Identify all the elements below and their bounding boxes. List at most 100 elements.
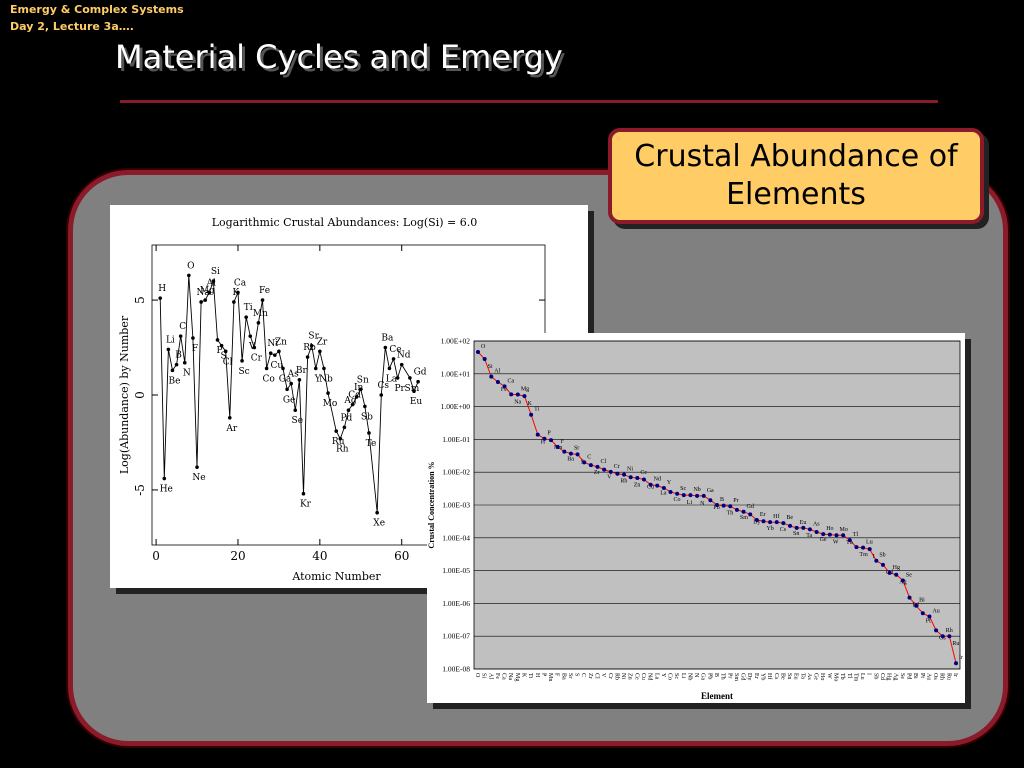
callout: Crustal Abundance of Elements: [608, 128, 984, 224]
x-tick-label: Sb: [872, 673, 878, 679]
data-point: [309, 343, 314, 348]
y-tick-label: 1.00E-07: [442, 632, 470, 641]
data-point: [821, 532, 826, 537]
data-point: [395, 376, 400, 380]
data-point: [668, 489, 673, 494]
x-tick-label: Ho: [819, 673, 825, 680]
x-tick-label: Ag: [892, 673, 898, 680]
data-point: [367, 431, 371, 435]
data-point: [522, 394, 527, 399]
x-tick-label: Cl: [594, 673, 600, 679]
point-label: Yb: [766, 526, 773, 532]
data-point: [248, 334, 253, 338]
x-tick-label: Zr: [587, 673, 593, 679]
point-label: Ru: [332, 437, 345, 447]
data-point: [495, 379, 500, 384]
data-point: [268, 351, 273, 356]
x-tick-label: 40: [312, 549, 327, 563]
data-point: [515, 392, 520, 397]
point-label: Zn: [275, 337, 287, 347]
data-point: [391, 357, 396, 361]
point-label: As: [813, 521, 820, 527]
data-point: [854, 545, 859, 550]
point-label: Os: [939, 635, 946, 641]
data-point: [489, 374, 494, 379]
x-tick-label: Rb: [613, 673, 619, 680]
point-label: Ce: [389, 345, 401, 355]
x-tick-label: Mo: [833, 673, 839, 681]
data-point: [801, 525, 806, 530]
x-tick-label: Hf: [766, 673, 773, 679]
point-label: Rb: [303, 343, 316, 353]
data-point: [774, 520, 779, 525]
x-tick-label: Nb: [686, 673, 692, 680]
data-point: [555, 445, 560, 450]
x-tick-label: Bi: [912, 673, 918, 679]
data-point: [708, 498, 713, 503]
x-tick-label: Zn: [627, 673, 633, 680]
data-point: [734, 507, 739, 512]
x-tick-label: Be: [779, 673, 785, 680]
y-tick-label: 0: [133, 391, 147, 399]
x-tick-label: Tm: [852, 673, 858, 682]
data-point: [215, 338, 220, 342]
data-point: [681, 493, 686, 498]
data-point: [648, 482, 653, 487]
header-line: Emergy & Complex Systems: [10, 3, 184, 16]
x-tick-label: Rh: [939, 673, 945, 680]
y-axis-label: Crustal Concentration %: [427, 461, 436, 548]
point-label: Cr: [251, 354, 263, 364]
point-label: In: [354, 383, 364, 393]
point-label: O: [187, 261, 194, 271]
chart-title: Logarithmic Crustal Abundances: Log(Si) …: [212, 216, 477, 229]
data-point: [178, 334, 183, 338]
data-point: [354, 395, 359, 399]
data-point: [170, 368, 175, 373]
data-point: [509, 392, 514, 397]
data-point: [256, 321, 261, 325]
point-label: Tl: [853, 532, 859, 538]
data-point: [203, 298, 208, 302]
x-axis-label: Atomic Number: [291, 570, 381, 583]
x-tick-label: H: [534, 673, 540, 678]
point-label: Au: [932, 608, 939, 614]
data-point: [293, 408, 298, 412]
point-label: As: [287, 370, 299, 380]
data-point: [641, 477, 646, 482]
x-tick-label: As: [806, 673, 812, 680]
x-tick-label: Ce: [633, 673, 639, 680]
point-label: Lu: [866, 540, 873, 546]
title-rule: [120, 100, 938, 103]
point-label: Li: [166, 335, 175, 345]
x-tick-label: B: [713, 673, 719, 677]
data-point: [182, 360, 187, 365]
x-tick-label: Sn: [786, 673, 792, 679]
data-point: [894, 572, 899, 577]
x-tick-label: Pr: [726, 673, 732, 678]
data-point: [927, 614, 932, 619]
data-point: [867, 547, 872, 552]
point-label: Ga: [707, 488, 714, 494]
point-label: Ta: [806, 533, 812, 539]
point-label: Cd: [348, 390, 361, 400]
point-label: Th: [727, 511, 734, 517]
y-tick-label: 1.00E-08: [442, 665, 470, 674]
data-point: [379, 393, 384, 397]
point-label: Pt: [926, 618, 931, 624]
point-label: K: [527, 401, 532, 407]
chart: 1.00E+02 1.00E+01 1.00E+00 1.00E-01 1.00E-02…: [427, 333, 971, 709]
point-label: Y: [314, 374, 322, 384]
x-tick-label: Eu: [793, 673, 799, 680]
point-label: Ho: [826, 526, 833, 532]
data-point: [199, 300, 203, 304]
point-label: Nd: [654, 477, 661, 483]
data-point: [861, 545, 866, 550]
data-point: [219, 343, 224, 348]
point-label: Nd: [397, 351, 411, 361]
point-label: Se: [292, 416, 304, 426]
data-point: [301, 491, 306, 496]
point-label: Fe: [259, 286, 270, 296]
data-point: [240, 359, 244, 363]
point-label: Si: [211, 267, 220, 277]
point-label: Eu: [800, 520, 807, 526]
